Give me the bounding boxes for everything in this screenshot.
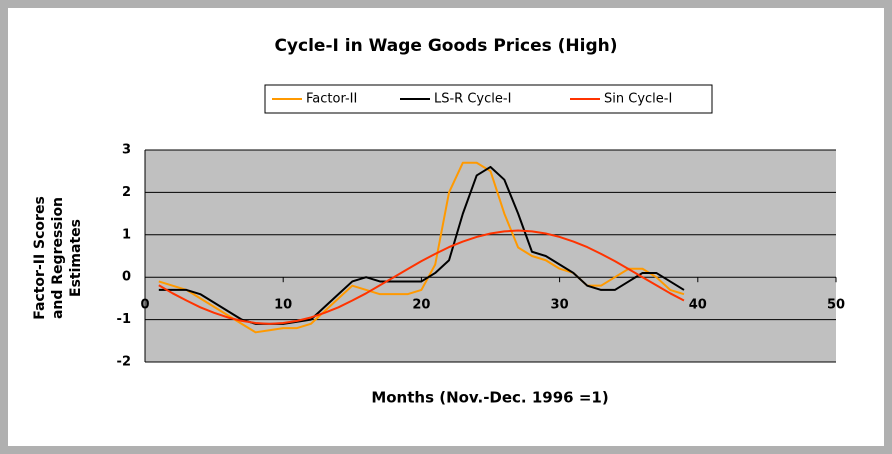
x-tick-label: 10 <box>274 298 292 313</box>
legend-label: LS-R Cycle-I <box>434 92 511 107</box>
series-line <box>158 161 685 334</box>
x-tick-label: 40 <box>689 298 707 313</box>
legend-label: Factor-II <box>306 92 357 107</box>
y-axis-label: Factor-II Scores <box>32 196 48 320</box>
x-tick-label: 0 <box>140 298 149 313</box>
y-axis-label: and Regression <box>50 197 66 319</box>
x-axis-label: Months (Nov.-Dec. 1996 =1) <box>371 389 608 407</box>
y-tick-label: -2 <box>117 355 131 370</box>
legend <box>264 84 713 114</box>
y-tick-label: 1 <box>122 227 131 242</box>
chart-title: Cycle-I in Wage Goods Prices (High) <box>274 36 617 56</box>
y-tick-label: 0 <box>122 270 131 285</box>
series-line <box>158 229 685 325</box>
x-tick-label: 50 <box>827 298 845 313</box>
x-tick-label: 30 <box>551 298 569 313</box>
legend-label: Sin Cycle-I <box>604 92 672 107</box>
y-tick-label: 2 <box>122 185 131 200</box>
plot-area <box>145 150 836 362</box>
y-tick-label: 3 <box>122 143 131 158</box>
y-axis-label: Estimates <box>68 219 84 297</box>
y-tick-label: -1 <box>117 312 131 327</box>
x-tick-label: 20 <box>412 298 430 313</box>
